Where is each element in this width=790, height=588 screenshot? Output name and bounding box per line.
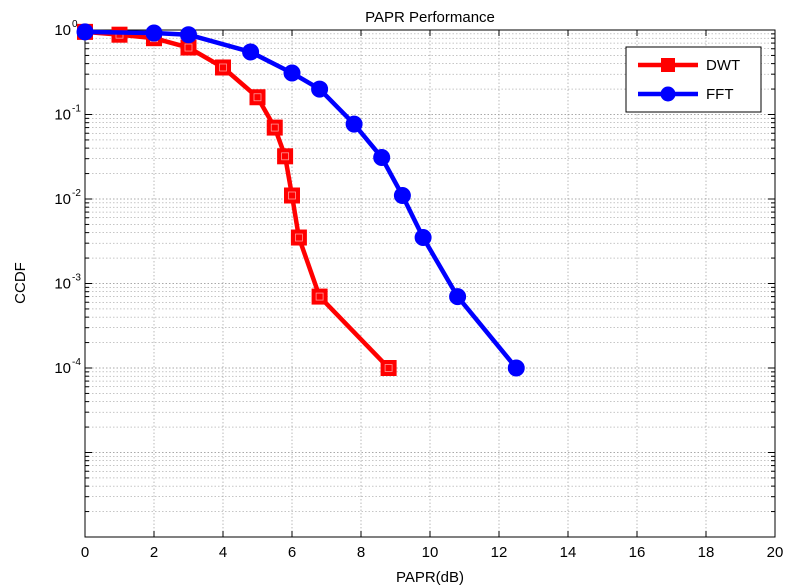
y-tick-exponent: -3 <box>72 273 81 284</box>
y-tick-exponent: -2 <box>72 188 81 199</box>
data-point <box>76 23 94 41</box>
chart-title: PAPR Performance <box>365 9 495 26</box>
data-point-inner <box>315 292 324 301</box>
data-point-inner <box>281 152 290 161</box>
x-axis-label: PAPR(dB) <box>396 569 464 586</box>
data-point <box>249 89 266 106</box>
data-point-inner <box>294 233 303 242</box>
x-tick-label: 14 <box>560 544 577 561</box>
data-point-inner <box>253 93 262 102</box>
y-tick-label: 10 <box>54 107 71 124</box>
data-point <box>311 288 328 305</box>
x-tick-label: 8 <box>357 544 365 561</box>
data-point-inner <box>184 43 193 52</box>
data-point <box>311 80 329 98</box>
x-tick-label: 20 <box>767 544 784 561</box>
legend-marker-dwt <box>661 58 675 72</box>
x-tick-label: 10 <box>422 544 439 561</box>
legend-box <box>625 46 762 113</box>
legend-label-fft: FFT <box>706 86 734 103</box>
y-tick-exponent: -1 <box>72 104 81 115</box>
y-tick-exponent: 0 <box>72 19 78 30</box>
x-tick-label: 12 <box>491 544 508 561</box>
legend: DWT FFT <box>625 46 762 113</box>
data-point <box>373 148 391 166</box>
data-point <box>180 26 197 44</box>
data-point <box>507 359 525 377</box>
data-point-inner <box>219 63 227 72</box>
x-tick-label: 0 <box>81 544 89 561</box>
y-tick-exponent: -4 <box>72 357 81 368</box>
data-point <box>145 24 163 42</box>
x-tick-label: 4 <box>219 544 227 561</box>
data-point <box>290 229 307 246</box>
data-point <box>393 187 411 205</box>
data-point-inner <box>270 123 279 132</box>
data-point <box>266 119 283 136</box>
x-tick-label: 16 <box>629 544 646 561</box>
y-tick-label: 10 <box>54 276 71 293</box>
y-tick-label: 10 <box>54 191 71 208</box>
data-point <box>283 64 301 82</box>
data-point <box>284 187 300 204</box>
data-point <box>414 229 432 247</box>
x-tick-label: 6 <box>288 544 296 561</box>
data-point <box>277 148 294 165</box>
series <box>76 23 525 377</box>
data-point <box>242 43 260 61</box>
series-fft <box>76 23 525 377</box>
y-tick-label: 10 <box>54 360 71 377</box>
data-point <box>380 360 397 376</box>
data-point <box>215 59 231 76</box>
y-tick-label: 10 <box>54 22 71 39</box>
x-tick-label: 18 <box>698 544 715 561</box>
legend-marker-fft <box>660 86 676 102</box>
data-point <box>345 115 363 133</box>
x-tick-label: 2 <box>150 544 158 561</box>
data-point <box>449 288 467 306</box>
legend-label-dwt: DWT <box>706 57 740 74</box>
y-axis-label: CCDF <box>12 262 29 304</box>
data-point-inner <box>384 364 393 372</box>
data-point-inner <box>288 191 296 200</box>
